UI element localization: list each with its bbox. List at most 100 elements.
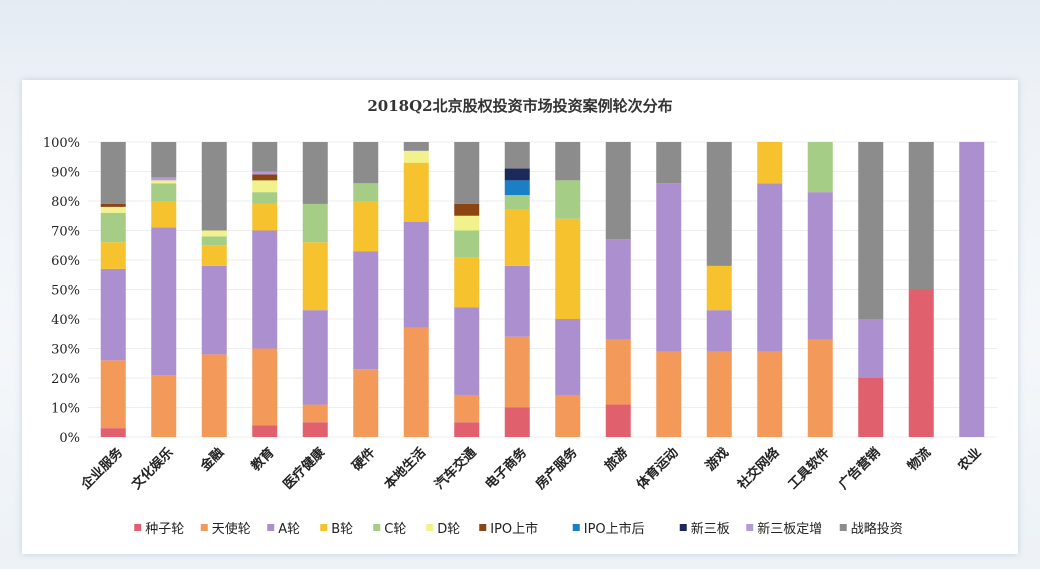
bar-segment-B轮-金融 (201, 245, 227, 266)
bar-segment-战略投资-电子商务 (504, 142, 530, 169)
x-axis-ticks: 企业服务 文化娱乐 金融 教育 医疗健康 硬件 本地生活 汽车交通 电子商务 房产服务 旅游 体育运动… (77, 444, 984, 493)
legend-label: D轮 (437, 522, 460, 537)
bar-segment-A轮-体育运动 (656, 183, 682, 352)
bar-segment-IPO上市后-电子商务 (504, 180, 530, 196)
bar-segment-种子轮-汽车交通 (454, 422, 480, 437)
bar-segment-A轮-旅游 (605, 239, 631, 340)
bar-segment-C轮-汽车交通 (454, 230, 480, 258)
x-tick-label: 游戏 (702, 445, 732, 475)
bar-segment-战略投资-本地生活 (403, 142, 429, 151)
bar-segment-B轮-教育 (252, 203, 278, 231)
bar-segment-C轮-企业服务 (100, 212, 126, 243)
bar-segment-天使轮-医疗健康 (302, 404, 328, 423)
bar-segment-战略投资-医疗健康 (302, 142, 328, 204)
x-tick-label: 农业 (954, 445, 984, 475)
bar-segment-C轮-金融 (201, 236, 227, 246)
bar-segment-A轮-金融 (201, 265, 227, 355)
bar-segment-B轮-文化娱乐 (151, 201, 177, 228)
bar-segment-战略投资-房产服务 (555, 142, 581, 181)
legend-label: IPO上市后 (584, 521, 645, 537)
legend-swatch (746, 524, 754, 531)
bar-segment-战略投资-硬件 (353, 142, 379, 184)
legend-swatch (572, 524, 580, 531)
legend-item: C轮 (373, 522, 406, 537)
legend-swatch (320, 524, 328, 531)
bar-segment-D轮-教育 (252, 180, 278, 193)
bar-segment-战略投资-金融 (201, 142, 227, 231)
bar-segment-战略投资-物流 (908, 142, 934, 290)
x-tick-label: 体育运动 (633, 445, 681, 493)
bar-segment-种子轮-旅游 (605, 404, 631, 437)
bar-segment-天使轮-企业服务 (100, 360, 126, 429)
bar-segment-天使轮-游戏 (706, 351, 732, 437)
y-tick-label: 0% (59, 431, 80, 446)
x-tick-label: 社交网络 (734, 445, 783, 494)
legend-item: B轮 (320, 522, 353, 537)
bar-segment-新三板-电子商务 (504, 168, 530, 181)
bar-segment-A轮-本地生活 (403, 221, 429, 328)
legend-item: 种子轮 (134, 522, 184, 537)
bar-segment-战略投资-汽车交通 (454, 142, 480, 204)
bar-segment-天使轮-体育运动 (656, 351, 682, 437)
legend-label: 天使轮 (212, 521, 251, 537)
bar-segment-A轮-企业服务 (100, 268, 126, 361)
legend-label: C轮 (384, 522, 406, 537)
legend-label: B轮 (331, 522, 353, 537)
bar-segment-种子轮-广告营销 (858, 378, 884, 437)
bar-segment-C轮-文化娱乐 (151, 183, 177, 201)
bar-segment-A轮-文化娱乐 (151, 227, 177, 376)
bar-segment-D轮-文化娱乐 (151, 180, 177, 184)
legend-item: 战略投资 (839, 521, 903, 537)
bar-segment-D轮-本地生活 (403, 150, 429, 163)
x-tick-label: 房产服务 (532, 444, 581, 493)
bar-segment-天使轮-硬件 (353, 369, 379, 437)
y-tick-label: 60% (51, 254, 80, 269)
legend-swatch (839, 524, 847, 531)
legend-item: 天使轮 (200, 521, 251, 537)
bar-segment-D轮-金融 (201, 230, 227, 237)
legend-item: D轮 (426, 522, 460, 537)
legend-item: A轮 (267, 522, 300, 537)
legend-label: IPO上市 (490, 521, 538, 537)
bar-segment-天使轮-工具软件 (807, 339, 833, 437)
y-tick-label: 70% (51, 225, 80, 240)
bar-segment-B轮-社交网络 (757, 142, 783, 184)
bar-segment-A轮-农业 (959, 142, 985, 437)
legend-label: 新三板定增 (757, 521, 822, 537)
legend-label: 新三板 (691, 521, 730, 537)
bar-segment-D轮-汽车交通 (454, 215, 480, 231)
chart-gridlines (88, 141, 997, 438)
bar-segment-B轮-汽车交通 (454, 257, 480, 308)
legend-item: IPO上市 (479, 521, 538, 537)
bar-segment-战略投资-游戏 (706, 142, 732, 266)
bar-segment-C轮-医疗健康 (302, 203, 328, 243)
x-tick-label: 医疗健康 (280, 444, 329, 493)
bar-segment-A轮-汽车交通 (454, 307, 480, 396)
bar-segment-B轮-本地生活 (403, 162, 429, 222)
x-tick-label: 电子商务 (482, 444, 531, 493)
bar-segment-B轮-游戏 (706, 265, 732, 311)
bar-segment-种子轮-物流 (908, 289, 934, 437)
y-tick-label: 40% (51, 313, 80, 328)
x-tick-label: 企业服务 (77, 444, 126, 493)
y-tick-label: 50% (51, 284, 80, 299)
bar-segment-种子轮-企业服务 (100, 428, 126, 437)
legend-item: 新三板 (679, 521, 730, 537)
y-tick-label: 10% (51, 402, 80, 417)
x-tick-label: 广告营销 (835, 445, 883, 493)
y-tick-label: 90% (51, 166, 80, 181)
bar-segment-战略投资-体育运动 (656, 142, 682, 184)
x-tick-label: 文化娱乐 (128, 445, 176, 493)
bar-segment-天使轮-汽车交通 (454, 395, 480, 423)
legend-item: IPO上市后 (572, 521, 645, 537)
bar-segment-B轮-企业服务 (100, 242, 126, 269)
bar-segment-A轮-硬件 (353, 251, 379, 370)
bar-segment-战略投资-旅游 (605, 142, 631, 240)
y-tick-label: 30% (51, 343, 80, 358)
bar-segment-B轮-硬件 (353, 201, 379, 252)
bar-segment-天使轮-社交网络 (757, 351, 783, 437)
bar-segment-天使轮-电子商务 (504, 336, 530, 408)
bar-segment-IPO上市-企业服务 (100, 203, 126, 207)
x-tick-label: 教育 (247, 445, 277, 475)
x-tick-label: 工具软件 (785, 445, 833, 493)
